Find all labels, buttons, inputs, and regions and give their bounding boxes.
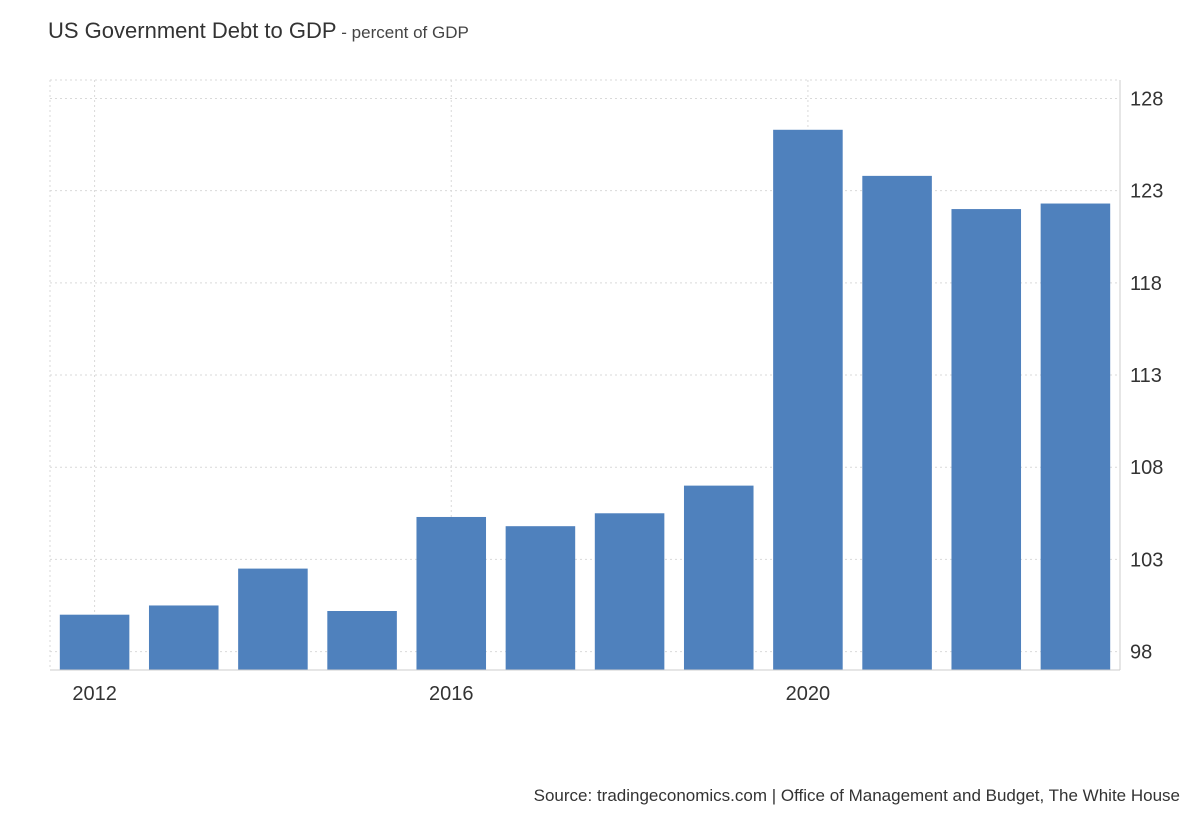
bar-2022 [951, 209, 1022, 670]
source-note: Source: tradingeconomics.com | Office of… [533, 786, 1180, 805]
bar-2020 [773, 129, 843, 670]
y-tick-label: 123 [1130, 181, 1163, 203]
bar-2015 [327, 611, 397, 670]
chart-title: US Government Debt to GDP [48, 18, 337, 43]
x-tick-label: 2012 [72, 683, 117, 705]
bar-2019 [683, 485, 754, 670]
x-tick-label: 2020 [786, 683, 831, 705]
bar-2012 [59, 614, 130, 670]
bar-2021 [862, 175, 932, 670]
chart-subtitle: percent of GDP [351, 23, 469, 42]
y-tick-label: 128 [1130, 88, 1163, 110]
bar-2013 [148, 605, 219, 670]
bar-2017 [505, 526, 576, 670]
y-tick-label: 113 [1130, 365, 1162, 387]
bar-2023 [1040, 203, 1111, 670]
bar-2014 [238, 568, 308, 670]
bar-2018 [594, 513, 665, 670]
y-tick-label: 103 [1130, 549, 1163, 571]
y-tick-label: 118 [1130, 273, 1162, 295]
y-tick-label: 98 [1130, 642, 1152, 664]
y-tick-label: 108 [1130, 457, 1163, 479]
chart-subtitle-separator: - [336, 23, 352, 42]
bar-2016 [416, 516, 487, 670]
chart-title-block: US Government Debt to GDP - percent of G… [48, 18, 469, 44]
x-tick-label: 2016 [429, 683, 474, 705]
